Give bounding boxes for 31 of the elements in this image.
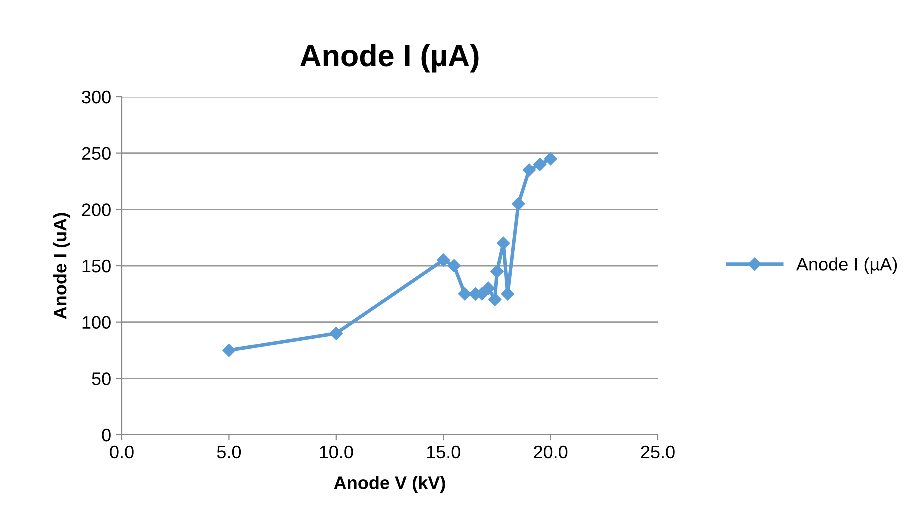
y-tick-label: 200: [82, 204, 111, 216]
point: [437, 254, 450, 267]
legend-label: Anode I (µA): [796, 258, 898, 274]
x-axis-title: Anode V (kV): [334, 476, 446, 493]
point: [330, 327, 343, 340]
y-tick-label: 250: [82, 147, 111, 160]
point: [488, 293, 502, 306]
point: [533, 158, 547, 172]
point: [512, 197, 526, 211]
x-tick-label: 25.0: [641, 446, 675, 459]
point: [490, 265, 504, 278]
x-tick-label: 10.0: [320, 446, 354, 459]
y-tick-label: 150: [82, 260, 111, 273]
point: [522, 164, 536, 177]
point: [497, 236, 510, 250]
point: [222, 344, 236, 358]
point: [544, 152, 558, 166]
y-tick-label: 100: [82, 316, 111, 330]
x-tick-label: 20.0: [534, 446, 568, 459]
y-tick-label: 50: [92, 372, 111, 386]
x-tick-label: 15.0: [427, 446, 460, 459]
point: [482, 282, 496, 296]
x-tick-label: 0.0: [110, 446, 134, 459]
point: [458, 288, 472, 301]
y-axis-title: Anode I (uA): [54, 213, 70, 320]
chart-title: Anode I (µA): [300, 44, 479, 73]
y-tick-label: 300: [82, 90, 111, 104]
point: [448, 259, 461, 273]
x-tick-label: 5.0: [217, 446, 242, 459]
y-tick-label: 0: [102, 428, 111, 442]
point: [501, 288, 515, 301]
